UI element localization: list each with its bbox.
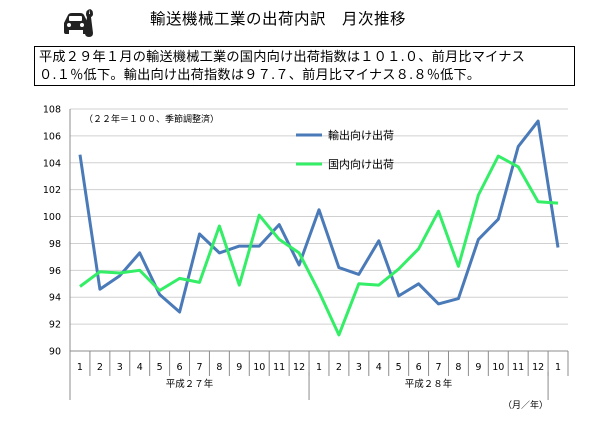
y-tick-label: 102 [43,185,61,196]
x-group-label: 平成２８年 [405,378,453,390]
x-tick-label: 12 [532,362,544,373]
x-tick-label: 9 [236,362,242,373]
x-tick-label: 12 [293,362,305,373]
series-lines [78,119,560,337]
x-tick-label: 6 [177,362,183,373]
x-tick-label: 2 [336,362,342,373]
x-tick-label: 10 [253,362,265,373]
x-tick-label: 8 [455,362,461,373]
page-title: 輸送機械工業の出荷内訳 月次推移 [150,10,407,28]
y-tick-labels: 90 92 94 96 98 100 102 104 106 108 [43,105,61,358]
x-tick-label: 11 [512,362,524,373]
legend-label: 輸出向け出荷 [328,128,394,142]
x-group-label: 平成２７年 [166,378,214,390]
summary-line-2: ０.１％低下。輸出向け出荷指数は９７.７、前月比マイナス８.８％低下。 [39,67,481,83]
x-tick-label: 11 [273,362,285,373]
y-tick-label: 90 [49,347,61,358]
y-tick-label: 94 [49,293,61,304]
y-tick-label: 104 [43,158,61,169]
x-tick-label: 4 [376,362,382,373]
car-wrench-icon [64,9,93,37]
x-tick-label: 7 [435,362,441,373]
x-tick-label: 8 [216,362,222,373]
y-tick-label: 106 [43,131,61,142]
x-tick-label: 2 [97,362,103,373]
y-tick-label: 100 [43,212,61,223]
y-tick-label: 96 [49,266,61,277]
x-axis-unit-label: （月／年） [503,399,548,411]
y-tick-label: 98 [49,239,61,250]
x-tick-label: 4 [137,362,143,373]
x-tick-label: 5 [396,362,402,373]
x-tick-label: 3 [356,362,362,373]
x-tick-label: 6 [416,362,422,373]
x-tick-label: 5 [157,362,163,373]
summary-box: 平成２９年１月の輸送機械工業の国内向け出荷指数は１０１.０、前月比マイナス ０.… [34,46,575,86]
series-line-1 [78,119,560,314]
summary-line-1: 平成２９年１月の輸送機械工業の国内向け出荷指数は１０１.０、前月比マイナス [39,50,526,65]
gridlines [70,108,568,325]
x-tick-label: 10 [492,362,504,373]
x-tick-label: 7 [196,362,202,373]
x-tick-label: 3 [117,362,123,373]
x-tick-label: 1 [316,362,322,373]
y-tick-label: 92 [49,320,61,331]
y-tick-label: 108 [43,105,61,116]
x-tick-label: 9 [475,362,481,373]
x-tick-label: 1 [77,362,83,373]
axes [69,109,569,400]
chart-note: （２２年＝１００、季節調整済） [84,113,219,125]
x-tick-label: 1 [555,362,561,373]
legend-label: 国内向け出荷 [328,157,394,171]
series-line-2 [79,154,559,337]
